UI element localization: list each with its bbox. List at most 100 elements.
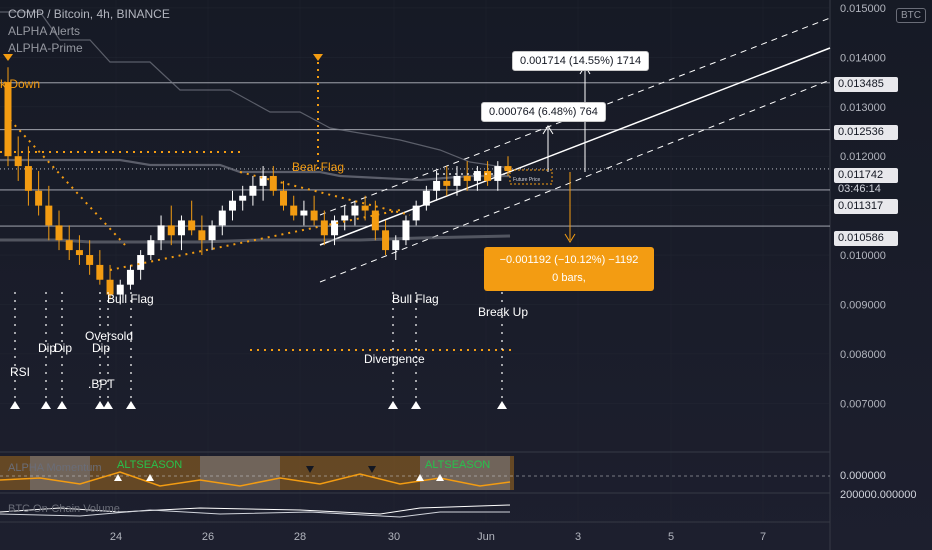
candle-body — [35, 190, 43, 206]
level-lines — [0, 82, 830, 227]
bull-flag-label-2: Bull Flag — [392, 292, 439, 306]
candle-body — [269, 175, 277, 191]
candle-body — [126, 269, 134, 285]
candle-body — [218, 210, 226, 226]
signal-triangle-icon — [103, 401, 113, 409]
future-price-box — [509, 169, 553, 185]
candle-body — [351, 205, 359, 216]
bull-flag-label-1: Bull Flag — [107, 292, 154, 306]
x-tick-label: Jun — [477, 531, 495, 543]
bar-countdown: 03:46:14 — [838, 183, 881, 195]
channel-lower-line — [319, 79, 831, 283]
oversold-label: Oversold — [85, 329, 134, 343]
candle-body — [433, 180, 441, 191]
candle-body — [331, 220, 339, 236]
momentum-down-marker-icon — [306, 466, 314, 473]
candle-body — [402, 220, 410, 241]
candle-body — [157, 225, 165, 241]
signal-triangle-icon — [388, 401, 398, 409]
legend-alpha-alerts[interactable]: ALPHA Alerts — [8, 24, 81, 38]
upper-band — [0, 11, 511, 169]
candle-body — [504, 166, 512, 172]
divergence-label: Divergence — [364, 352, 425, 366]
price-tag-011317: 0.011317 — [834, 199, 898, 214]
measure-down-line1: −0.001192 (−10.12%) −1192 — [499, 254, 639, 266]
y-tick-label: 0.008000 — [840, 349, 886, 361]
candle-body — [290, 205, 298, 216]
momentum-label[interactable]: ALPHA Momentum — [8, 462, 102, 474]
candle-body — [239, 195, 247, 201]
break-down-triangle-icon — [3, 54, 13, 61]
dip-label-1: Dip — [38, 341, 57, 355]
momentum-up-marker-icon — [436, 474, 444, 481]
price-tag-010586: 0.010586 — [834, 231, 898, 246]
candle-body — [259, 175, 267, 186]
price-tag-013485: 0.013485 — [834, 77, 898, 92]
rsi-label: RSI — [10, 365, 31, 379]
candle-body — [473, 171, 481, 181]
signal-triangle-icon — [497, 401, 507, 409]
candle-body — [228, 200, 236, 211]
candle-body — [198, 230, 206, 241]
x-axis[interactable]: 24 26 28 30 Jun 3 5 7 — [0, 521, 830, 543]
candle-body — [167, 225, 175, 236]
annotation-overlays — [0, 54, 591, 409]
altseason-label-1: ALTSEASON — [117, 459, 183, 471]
candle-body — [310, 210, 318, 221]
measure-down-line2: 0 bars, — [552, 272, 586, 284]
x-tick-label: 7 — [760, 531, 766, 543]
momentum-down-marker-icon — [368, 466, 376, 473]
y-tick-label: 0.014000 — [840, 52, 886, 64]
measure-down-arrowhead-icon — [564, 233, 576, 243]
x-tick-label: 28 — [294, 531, 306, 543]
altseason-label-2: ALTSEASON — [425, 459, 491, 471]
volume-axis-value: 200000.000000 — [840, 489, 917, 501]
alpha-bands — [0, 11, 511, 244]
measure-down-box: −0.001192 (−10.12%) −1192 0 bars, — [484, 247, 654, 291]
candle-body — [300, 210, 308, 216]
signal-triangle-icon — [95, 401, 105, 409]
candle-body — [249, 185, 257, 196]
y-tick-label: 0.015000 — [840, 3, 886, 15]
legend: COMP / Bitcoin, 4h, BINANCE ALPHA Alerts… — [8, 6, 170, 57]
legend-symbol[interactable]: COMP / Bitcoin, 4h, BINANCE — [8, 7, 170, 21]
candle-body — [116, 284, 124, 295]
candle-body — [75, 250, 83, 256]
x-tick-label: 5 — [668, 531, 674, 543]
candle-body — [382, 230, 390, 251]
momentum-gray-zone — [200, 456, 280, 490]
bear-flag-triangle-icon — [313, 54, 323, 61]
x-tick-label: 26 — [202, 531, 214, 543]
onchain-volume-label[interactable]: BTC On-Chain Volume — [8, 503, 120, 515]
candle-body — [137, 255, 145, 270]
channel-mid-line — [319, 47, 831, 246]
currency-badge[interactable]: BTC — [896, 8, 926, 23]
candle-body — [96, 264, 104, 280]
x-tick-label: 3 — [575, 531, 581, 543]
y-tick-label: 0.010000 — [840, 250, 886, 262]
price-tag-012536: 0.012536 — [834, 125, 898, 140]
candle-body — [208, 225, 216, 241]
candle-body — [45, 205, 53, 226]
y-axis[interactable]: 0.0150000.0140000.0130000.0120000.011000… — [840, 3, 886, 410]
y-tick-label: 0.012000 — [840, 151, 886, 163]
break-up-label: Break Up — [478, 305, 529, 319]
dip-label-2: Dip — [54, 341, 73, 355]
candle-body — [443, 180, 451, 186]
candle-body — [24, 166, 32, 191]
candle-body — [4, 82, 12, 157]
x-tick-label: 30 — [388, 531, 400, 543]
signal-triangle-icon — [41, 401, 51, 409]
legend-alpha-prime[interactable]: ALPHA-Prime — [8, 41, 83, 55]
candle-body — [320, 220, 328, 236]
bear-flag-trend — [239, 171, 411, 216]
momentum-up-marker-icon — [146, 474, 154, 481]
mid-band — [0, 158, 510, 182]
measure-mid-arrowhead-icon — [542, 125, 554, 135]
measure-mid-label: 0.000764 (6.48%) 764 — [481, 102, 606, 122]
volume-line-1 — [0, 504, 511, 515]
candle-body — [147, 240, 155, 256]
candle-body — [86, 255, 94, 265]
momentum-up-marker-icon — [416, 474, 424, 481]
